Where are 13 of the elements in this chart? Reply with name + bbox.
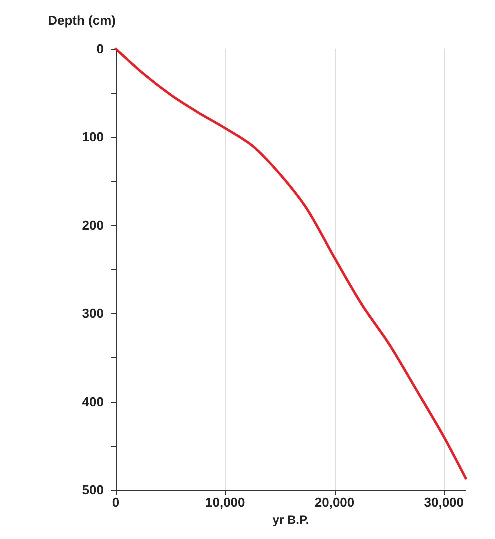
y-tick-label: 200: [82, 218, 104, 233]
x-axis-title: yr B.P.: [272, 512, 310, 527]
line-series: [114, 48, 468, 480]
x-tick-label: 0: [112, 495, 120, 510]
y-tick-label: 400: [82, 394, 104, 410]
y-tick-label: 300: [82, 306, 104, 322]
y-tick-label: 100: [82, 130, 104, 145]
y-tick-label: 0: [96, 42, 104, 56]
y-axis-title: Depth (cm): [48, 13, 116, 28]
x-tick-label: 10,000: [205, 495, 246, 510]
x-tick-label: 20,000: [314, 495, 355, 510]
y-tick-label: 500: [82, 482, 104, 498]
x-tick-label: 30,000: [424, 495, 464, 510]
